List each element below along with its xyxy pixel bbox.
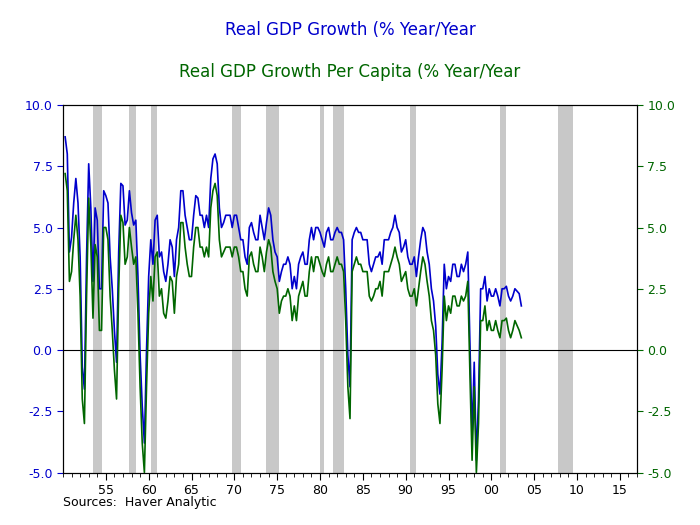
Bar <box>500 105 506 472</box>
Bar <box>320 105 324 472</box>
Bar <box>267 105 279 472</box>
Bar <box>410 105 416 472</box>
Text: Real GDP Growth Per Capita (% Year/Year: Real GDP Growth Per Capita (% Year/Year <box>179 63 521 81</box>
Bar <box>150 105 158 472</box>
Bar <box>333 105 344 472</box>
Bar <box>130 105 136 472</box>
Bar <box>232 105 241 472</box>
Bar <box>558 105 573 472</box>
Bar <box>93 105 102 472</box>
Text: Sources:  Haver Analytic: Sources: Haver Analytic <box>63 496 216 509</box>
Text: Real GDP Growth (% Year/Year: Real GDP Growth (% Year/Year <box>225 21 475 39</box>
